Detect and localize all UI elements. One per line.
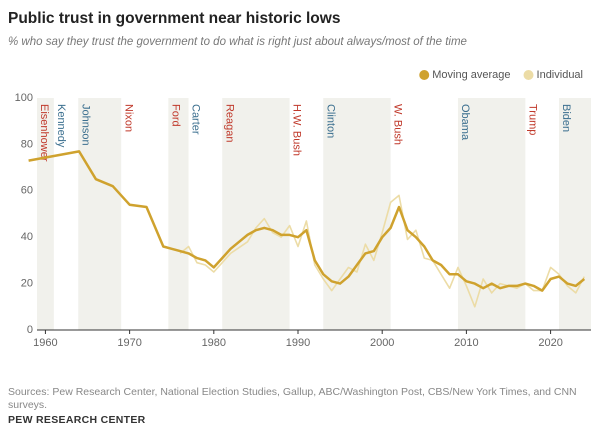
president-label: Clinton <box>324 104 336 138</box>
president-label: Nixon <box>122 104 134 132</box>
president-label: Eisenhower <box>38 104 50 162</box>
president-label: W. Bush <box>392 104 404 145</box>
x-tick-label: 1980 <box>202 337 226 349</box>
legend-swatch <box>523 70 534 80</box>
term-band <box>168 98 189 330</box>
president-label: Ford <box>169 104 181 127</box>
president-label: Trump <box>526 104 538 135</box>
series-line <box>28 150 586 292</box>
legend-swatch <box>419 70 430 80</box>
chart-title: Public trust in government near historic… <box>8 10 341 27</box>
term-band <box>222 98 290 330</box>
y-tick-label: 40 <box>21 231 33 243</box>
legend-label: Moving average <box>432 69 510 81</box>
y-tick-label: 0 <box>27 324 33 336</box>
brand: PEW RESEARCH CENTER <box>8 414 146 426</box>
x-tick-label: 2020 <box>538 337 562 349</box>
y-tick-label: 100 <box>15 92 33 104</box>
president-label: Reagan <box>223 104 235 143</box>
x-tick-label: 2000 <box>370 337 394 349</box>
x-tick-label: 1970 <box>117 337 141 349</box>
president-label: Biden <box>560 104 572 132</box>
president-label: Carter <box>190 104 202 135</box>
x-tick-label: 2010 <box>454 337 478 349</box>
y-tick-label: 80 <box>21 138 33 150</box>
president-label: Kennedy <box>55 104 67 148</box>
president-label: Obama <box>459 104 471 141</box>
x-tick-label: 1990 <box>286 337 310 349</box>
term-band <box>78 98 122 330</box>
term-band <box>323 98 391 330</box>
chart-subtitle: % who say they trust the government to d… <box>8 36 467 48</box>
president-label: Johnson <box>79 104 91 146</box>
y-tick-label: 20 <box>21 278 33 290</box>
president-label: H.W. Bush <box>291 104 303 156</box>
source-note: Sources: Pew Research Center, National E… <box>8 386 577 411</box>
term-band <box>559 98 591 330</box>
y-tick-label: 60 <box>21 185 33 197</box>
legend-label: Individual <box>537 69 583 81</box>
x-tick-label: 1960 <box>33 337 57 349</box>
series-line <box>179 194 586 308</box>
